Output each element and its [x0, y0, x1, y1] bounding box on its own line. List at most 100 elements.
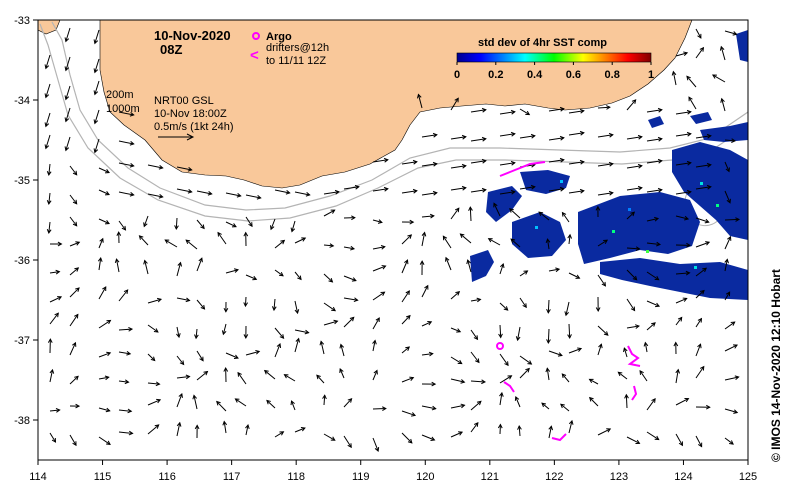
current-arrow	[695, 28, 702, 39]
current-arrow	[223, 366, 229, 383]
sst-stddev-field	[470, 30, 748, 300]
current-arrow	[372, 339, 377, 352]
current-arrow	[44, 83, 51, 99]
current-arrow	[646, 136, 663, 142]
current-arrow	[499, 262, 505, 275]
current-arrow	[442, 235, 452, 249]
current-arrow	[401, 159, 418, 165]
x-tick-label: 114	[29, 471, 47, 483]
current-arrow	[98, 436, 111, 445]
current-arrow	[568, 159, 585, 165]
current-arrow	[626, 269, 638, 281]
current-arrow	[44, 112, 51, 128]
current-arrow	[401, 219, 415, 225]
current-arrow	[421, 284, 429, 298]
current-arrow	[98, 407, 111, 413]
current-arrow	[147, 324, 159, 333]
current-arrow	[517, 424, 522, 437]
current-arrow	[724, 437, 734, 445]
current-arrow	[470, 351, 480, 364]
current-arrow	[646, 300, 661, 308]
current-arrow	[323, 302, 337, 312]
current-arrow	[623, 347, 628, 358]
current-arrow	[646, 107, 663, 113]
current-arrow	[499, 109, 516, 115]
current-arrow	[450, 403, 466, 409]
current-arrow	[266, 399, 276, 409]
current-arrow	[450, 163, 467, 169]
colorbar-tick-label: 0.8	[605, 69, 620, 81]
current-arrow	[695, 435, 703, 448]
current-arrow	[470, 187, 487, 193]
current-arrow	[339, 343, 345, 357]
current-arrow	[164, 239, 178, 248]
current-arrow	[421, 434, 436, 441]
current-arrow	[541, 402, 550, 410]
current-arrow	[499, 375, 513, 384]
current-arrow	[470, 379, 487, 385]
current-arrow	[626, 134, 643, 140]
current-arrow	[196, 350, 204, 362]
current-arrow	[69, 165, 78, 176]
current-arrow	[519, 297, 527, 309]
scale-arrow	[158, 133, 195, 141]
current-arrow	[564, 301, 570, 317]
current-arrow	[688, 96, 697, 110]
current-arrow	[519, 355, 533, 365]
x-tick-label: 115	[94, 471, 112, 483]
current-arrow	[470, 329, 479, 341]
current-arrow	[245, 424, 250, 436]
current-arrow	[509, 208, 521, 219]
y-tick-label: -34	[14, 95, 30, 107]
current-arrow	[118, 326, 134, 332]
current-arrow	[724, 138, 736, 143]
current-arrow	[597, 343, 603, 356]
current-arrow	[147, 193, 164, 199]
current-arrow	[450, 327, 462, 333]
y-axis: -33 -34 -35 -36 -37 -38	[14, 15, 38, 427]
current-arrow	[118, 220, 127, 231]
current-arrow	[499, 391, 504, 406]
island	[38, 20, 61, 35]
isobath-200m	[51, 21, 748, 211]
current-arrow	[499, 131, 516, 137]
current-arrow	[343, 275, 357, 282]
argo-legend-icon	[252, 32, 260, 40]
current-arrow	[538, 211, 550, 221]
current-arrow	[196, 257, 203, 272]
current-arrow	[686, 75, 697, 88]
current-arrow	[567, 233, 573, 245]
argo-legend-label: Argo	[266, 31, 292, 43]
current-arrow	[323, 273, 334, 283]
current-arrow	[401, 376, 415, 383]
current-arrow	[64, 27, 71, 43]
current-arrow	[118, 408, 133, 414]
current-arrow	[470, 107, 487, 113]
current-arrow	[176, 421, 182, 437]
current-arrow	[69, 267, 80, 276]
current-arrow	[421, 190, 438, 196]
current-arrow	[519, 108, 531, 116]
current-arrow	[646, 322, 656, 331]
credit-text: © IMOS 14-Nov-2020 12:10 Hobart	[769, 269, 783, 462]
current-arrow	[459, 233, 472, 244]
current-arrow	[274, 431, 285, 438]
current-arrow	[626, 163, 643, 169]
x-tick-label: 120	[416, 471, 434, 483]
model-label: NRT00 GSL	[154, 95, 214, 107]
current-arrow	[270, 218, 276, 231]
current-arrow	[588, 378, 599, 385]
current-arrow	[724, 408, 739, 414]
current-arrow	[176, 392, 183, 408]
current-arrow	[192, 394, 198, 410]
current-arrow	[174, 217, 179, 231]
current-arrow	[548, 425, 554, 439]
current-arrow	[245, 350, 261, 356]
current-arrow	[470, 297, 482, 303]
current-arrow	[588, 396, 599, 407]
current-arrow	[223, 301, 229, 313]
current-arrow	[695, 241, 711, 248]
current-arrow	[515, 326, 521, 342]
current-arrow	[546, 328, 551, 345]
current-arrow	[450, 207, 460, 220]
